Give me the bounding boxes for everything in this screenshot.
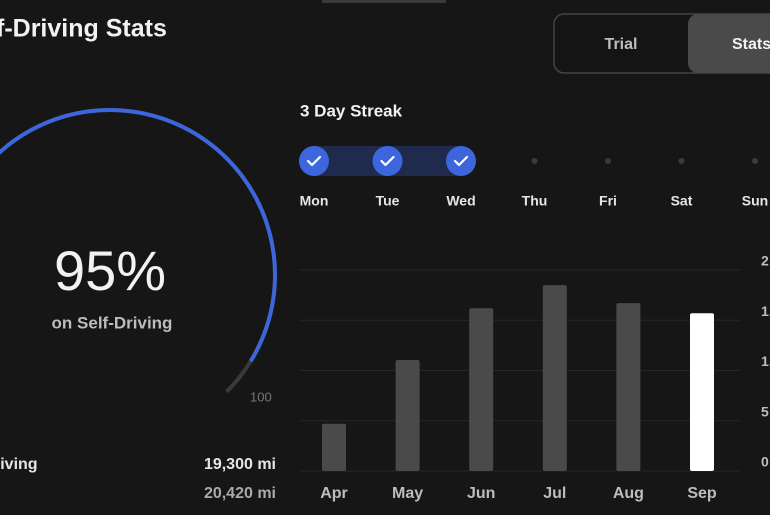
bar [469,308,494,471]
y-tick-label: 0 [761,454,769,470]
x-tick-label: Aug [613,485,644,502]
streak-check [372,146,403,176]
bar [690,313,714,471]
day-label: Fri [599,193,617,209]
streak-dot [531,158,538,164]
toggle-selected[interactable] [688,14,770,73]
check-icon [453,155,469,167]
stat-value: 20,420 mi [204,485,276,502]
y-tick-label: 1, [761,303,770,319]
bar [542,285,567,471]
streak-dot [605,158,611,164]
x-tick-label: Jul [543,485,566,502]
streak-dot [678,158,685,164]
bar [322,423,346,471]
y-tick-label: 2 [761,253,769,269]
toggle-option[interactable]: Trial [605,36,638,53]
streak-title: 3 Day Streak [300,101,403,120]
streak-check [299,146,329,176]
bar [616,303,641,471]
top-handle [322,0,446,3]
x-tick-label: Apr [320,485,348,502]
gauge-arc [0,108,277,363]
streak-check [446,146,476,176]
y-tick-label: 1, [761,353,770,369]
gauge-caption: on Self-Driving [52,313,173,332]
gauge-max-label: 100 [250,389,272,404]
check-icon [306,155,322,167]
day-label: Thu [522,193,548,209]
check-icon [380,155,395,167]
x-tick-label: Jun [467,485,495,502]
page-title: f-Driving Stats [0,15,167,43]
x-tick-label: Sep [687,485,717,502]
x-tick-label: May [392,485,423,502]
stat-label: riving [0,456,38,473]
day-label: Tue [376,193,400,209]
gauge-value: 95% [54,239,166,302]
day-label: Wed [446,193,475,209]
y-tick-label: 5 [761,403,769,419]
bar [395,359,420,471]
stat-value: 19,300 mi [204,456,276,473]
day-label: Sat [671,193,693,209]
streak-dot [752,158,758,164]
toggle-option[interactable]: Stats [732,36,770,53]
day-label: Mon [300,193,329,209]
day-label: Sun [742,193,768,209]
